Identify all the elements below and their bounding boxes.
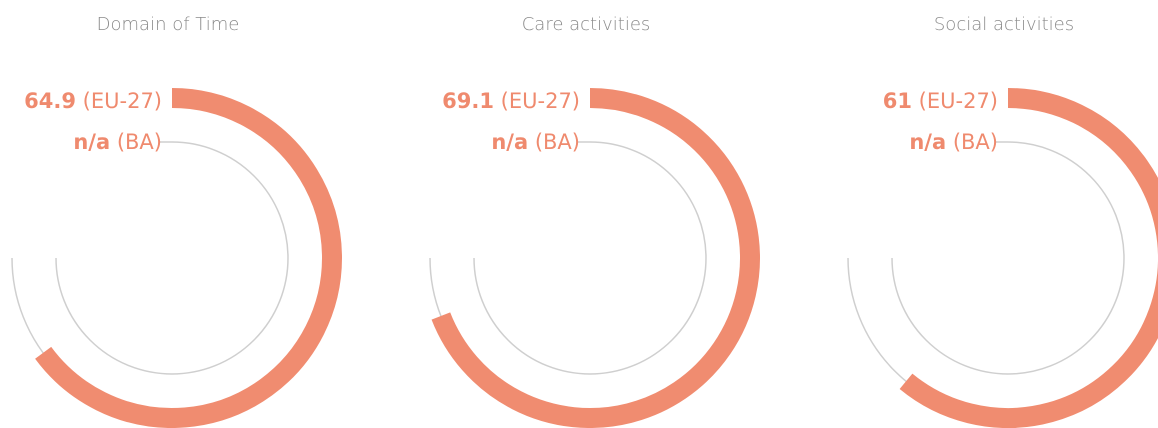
chart-title: Social activities xyxy=(934,14,1074,35)
series-name: (EU-27) xyxy=(76,89,162,113)
value: n/a xyxy=(491,130,528,154)
value-arc xyxy=(899,88,1158,428)
track xyxy=(55,141,289,375)
value-arc xyxy=(431,88,760,428)
chart-title: Domain of Time xyxy=(97,14,240,35)
track xyxy=(473,141,707,375)
series-name: (EU-27) xyxy=(912,89,998,113)
value: 64.9 xyxy=(24,89,76,113)
series-name: (BA) xyxy=(110,130,162,154)
gauge: Care activities 69.1 (EU-27) n/a (BA) xyxy=(429,14,760,428)
value-label: 69.1 (EU-27) xyxy=(442,89,580,113)
value: n/a xyxy=(909,130,946,154)
value: n/a xyxy=(73,130,110,154)
track xyxy=(891,141,1125,375)
value: 61 xyxy=(883,89,912,113)
chart-title: Care activities xyxy=(522,14,651,35)
series-name: (EU-27) xyxy=(494,89,580,113)
value-arc xyxy=(35,88,342,428)
value-label: 64.9 (EU-27) xyxy=(24,89,162,113)
value-label: n/a (BA) xyxy=(491,130,580,154)
series-name: (BA) xyxy=(946,130,998,154)
value-label: n/a (BA) xyxy=(73,130,162,154)
value: 69.1 xyxy=(442,89,494,113)
value-label: n/a (BA) xyxy=(909,130,998,154)
gauge: Social activities 61 (EU-27) n/a (BA) xyxy=(847,14,1158,428)
value-label: 61 (EU-27) xyxy=(883,89,998,113)
gauge: Domain of Time 64.9 (EU-27) n/a (BA) xyxy=(11,14,342,428)
series-name: (BA) xyxy=(528,130,580,154)
